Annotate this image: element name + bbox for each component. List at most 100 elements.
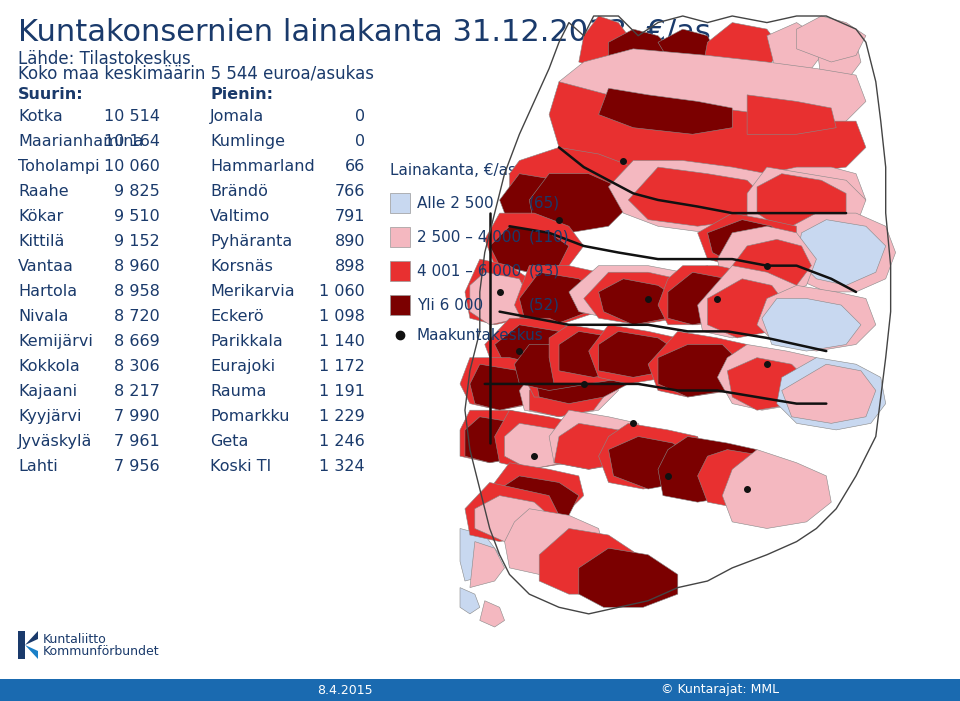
Text: Vantaa: Vantaa — [18, 259, 74, 274]
Polygon shape — [767, 22, 822, 75]
Text: 1 060: 1 060 — [320, 284, 365, 299]
Polygon shape — [490, 226, 569, 272]
Polygon shape — [599, 88, 732, 135]
Polygon shape — [549, 325, 648, 384]
Polygon shape — [485, 213, 584, 272]
Text: Parikkala: Parikkala — [210, 334, 283, 349]
Text: Merikarvia: Merikarvia — [210, 284, 295, 299]
Text: Rauma: Rauma — [210, 384, 266, 399]
Polygon shape — [658, 266, 757, 325]
Polygon shape — [519, 365, 618, 417]
Polygon shape — [628, 167, 767, 226]
Text: Koski Tl: Koski Tl — [210, 459, 271, 474]
Text: Pyhäranta: Pyhäranta — [210, 234, 292, 249]
Text: Yli 6 000: Yli 6 000 — [417, 297, 483, 313]
Polygon shape — [609, 29, 678, 82]
Polygon shape — [816, 29, 861, 82]
Text: 1 191: 1 191 — [319, 384, 365, 399]
Text: 2 500 – 4 000: 2 500 – 4 000 — [417, 229, 521, 245]
Polygon shape — [549, 82, 866, 180]
Polygon shape — [747, 95, 836, 135]
Text: 8 306: 8 306 — [114, 359, 160, 374]
Bar — [18, 631, 25, 659]
Polygon shape — [579, 548, 678, 607]
Polygon shape — [609, 437, 693, 489]
Text: 8.4.2015: 8.4.2015 — [317, 683, 372, 697]
Polygon shape — [480, 601, 505, 627]
Polygon shape — [505, 509, 604, 574]
Polygon shape — [465, 482, 559, 542]
Polygon shape — [469, 365, 540, 410]
Text: Eurajoki: Eurajoki — [210, 359, 276, 374]
Text: 9 510: 9 510 — [114, 209, 160, 224]
Text: Jyväskylä: Jyväskylä — [18, 434, 92, 449]
Polygon shape — [584, 272, 698, 325]
Text: 1 098: 1 098 — [319, 309, 365, 324]
Polygon shape — [540, 529, 638, 594]
Polygon shape — [529, 174, 628, 233]
Text: Suurin:: Suurin: — [18, 87, 84, 102]
Polygon shape — [519, 272, 599, 325]
Polygon shape — [668, 272, 742, 325]
Text: 890: 890 — [334, 234, 365, 249]
Polygon shape — [529, 371, 609, 417]
Text: 1 246: 1 246 — [320, 434, 365, 449]
Text: 1 229: 1 229 — [320, 409, 365, 424]
Polygon shape — [757, 285, 876, 351]
Polygon shape — [747, 167, 866, 233]
Polygon shape — [469, 272, 529, 325]
Text: 1 172: 1 172 — [319, 359, 365, 374]
Polygon shape — [569, 266, 717, 318]
Polygon shape — [781, 213, 896, 292]
Text: 10 164: 10 164 — [104, 134, 160, 149]
Text: Brändö: Brändö — [210, 184, 268, 199]
Text: © Kuntarajat: MML: © Kuntarajat: MML — [660, 683, 780, 697]
Bar — [390, 295, 410, 315]
Text: 7 956: 7 956 — [114, 459, 160, 474]
Text: Lahti: Lahti — [18, 459, 58, 474]
Text: 10 514: 10 514 — [104, 109, 160, 124]
Text: 1 140: 1 140 — [319, 334, 365, 349]
Text: Kuntaliitto: Kuntaliitto — [43, 633, 107, 646]
Text: Kumlinge: Kumlinge — [210, 134, 285, 149]
Text: 791: 791 — [334, 209, 365, 224]
Polygon shape — [698, 266, 797, 338]
Polygon shape — [658, 29, 717, 75]
Text: 8 958: 8 958 — [114, 284, 160, 299]
Polygon shape — [708, 219, 781, 266]
Polygon shape — [797, 16, 866, 62]
Text: Kommunförbundet: Kommunförbundet — [43, 645, 159, 658]
Polygon shape — [732, 239, 811, 292]
Text: Kyyjärvi: Kyyjärvi — [18, 409, 82, 424]
Polygon shape — [777, 358, 886, 430]
Text: Kotka: Kotka — [18, 109, 62, 124]
Text: Maakuntakeskus: Maakuntakeskus — [417, 327, 543, 343]
Text: (52): (52) — [529, 297, 560, 313]
Text: Geta: Geta — [210, 434, 249, 449]
Polygon shape — [698, 213, 797, 266]
Text: Lainakanta, €/asukas:: Lainakanta, €/asukas: — [390, 163, 557, 178]
Polygon shape — [781, 365, 876, 423]
Text: (65): (65) — [529, 196, 560, 210]
Polygon shape — [757, 174, 846, 226]
Text: 1 324: 1 324 — [320, 459, 365, 474]
Polygon shape — [25, 645, 38, 659]
Polygon shape — [599, 423, 708, 489]
Text: Toholampi: Toholampi — [18, 159, 100, 174]
Polygon shape — [609, 161, 866, 233]
Polygon shape — [658, 344, 742, 397]
Polygon shape — [554, 423, 638, 470]
Text: 0: 0 — [355, 134, 365, 149]
Text: 8 960: 8 960 — [114, 259, 160, 274]
Polygon shape — [648, 332, 757, 397]
Text: 8 669: 8 669 — [114, 334, 160, 349]
Polygon shape — [559, 332, 638, 377]
Text: Kemijärvi: Kemijärvi — [18, 334, 93, 349]
Polygon shape — [490, 463, 584, 522]
Polygon shape — [475, 496, 549, 542]
Polygon shape — [717, 226, 816, 299]
Bar — [390, 227, 410, 247]
Polygon shape — [599, 279, 678, 325]
Polygon shape — [505, 423, 579, 470]
Text: 7 961: 7 961 — [114, 434, 160, 449]
